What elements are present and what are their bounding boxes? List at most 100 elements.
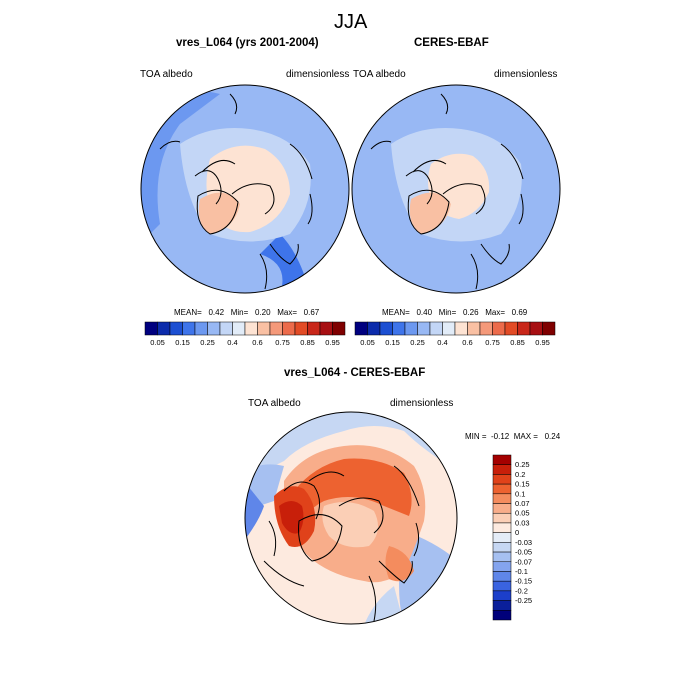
colorbar-swatch [492, 483, 512, 495]
panel1-right-label: dimensionless [286, 69, 350, 80]
colorbar-tick-label: 0.95 [535, 338, 550, 347]
colorbar-swatch [492, 551, 512, 563]
colorbar-swatch [417, 321, 431, 336]
panel2-left-label: TOA albedo [353, 69, 406, 80]
colorbar-tick-label: -0.15 [515, 577, 532, 586]
map-boundary [140, 84, 350, 294]
map-fill-band [322, 502, 378, 548]
colorbar-swatch [307, 321, 321, 336]
colorbar-swatch [492, 561, 512, 572]
colorbar-swatch [492, 512, 512, 524]
min-value: -0.12 [491, 432, 510, 441]
colorbar-swatch [404, 321, 418, 336]
coastline [194, 159, 275, 215]
colorbar-swatch [492, 590, 512, 601]
coastline [259, 243, 299, 290]
min-label: Min= [438, 308, 457, 317]
colorbar-tick-label: 0.15 [175, 338, 190, 347]
max-label: Max= [485, 308, 505, 317]
colorbar-tick-label: 0.05 [515, 509, 530, 518]
map-fill-band [294, 458, 412, 531]
colorbar-swatch [492, 503, 512, 514]
panel2-title: CERES-EBAF [414, 37, 489, 49]
colorbar-tick-label: 0.4 [227, 338, 237, 347]
panel1-stats: MEAN= 0.42 Min= 0.20 Max= 0.67 [174, 308, 319, 317]
coastline [500, 143, 524, 225]
panel2-stats: MEAN= 0.40 Min= 0.26 Max= 0.69 [382, 308, 527, 317]
colorbar-swatch [232, 321, 246, 336]
map-boundary [244, 411, 458, 625]
max-label: MAX = [513, 432, 538, 441]
colorbar-tick-label: 0.25 [515, 460, 530, 469]
coastline [368, 560, 413, 622]
colorbar-swatch [454, 321, 468, 336]
coastline [196, 189, 239, 235]
colorbar-tick-label: 0.05 [150, 338, 165, 347]
coastline [393, 465, 420, 557]
colorbar-swatch [194, 321, 208, 336]
coastline [289, 143, 313, 225]
colorbar-tick-label: 0.95 [325, 338, 340, 347]
main-title: JJA [334, 11, 368, 33]
colorbar-swatch [492, 464, 512, 475]
colorbar-tick-label: 0.2 [515, 470, 525, 479]
colorbar-tick-label: 0.85 [300, 338, 315, 347]
max-value: 0.69 [511, 308, 528, 317]
colorbar-swatch [392, 321, 406, 336]
colorbar-swatch [332, 321, 346, 336]
colorbar-swatch [219, 321, 233, 336]
colorbar-swatch [504, 321, 518, 336]
colorbar-swatch [517, 321, 531, 336]
colorbar-swatch [282, 321, 296, 336]
colorbar-tick-label: 0 [515, 528, 519, 537]
colorbar-swatch [379, 321, 393, 336]
colorbar-swatch [257, 321, 271, 336]
mean-value: 0.40 [416, 308, 433, 317]
colorbar-swatch [479, 321, 493, 336]
min-label: Min= [230, 308, 249, 317]
colorbar-swatch [442, 321, 456, 336]
colorbar-tick-label: 0.03 [515, 518, 530, 527]
colorbar-swatch [244, 321, 258, 336]
max-value: 0.24 [544, 432, 561, 441]
coastline [298, 514, 343, 562]
min-value: 0.20 [254, 308, 271, 317]
max-label: Max= [277, 308, 297, 317]
colorbar-swatch [157, 321, 171, 336]
colorbar-tick-label: 0.6 [252, 338, 262, 347]
max-value: 0.67 [303, 308, 320, 317]
mean-label: MEAN= [382, 308, 410, 317]
diff-stats: MIN = -0.12 MAX = 0.24 [465, 432, 560, 441]
colorbar-difference: 0.250.20.150.10.070.050.030-0.03-0.05-0.… [492, 454, 532, 621]
colorbar-tick-label: -0.07 [515, 557, 532, 566]
colorbar-swatch [367, 321, 381, 336]
colorbar-swatch [492, 493, 512, 504]
colorbar-tick-label: 0.05 [360, 338, 375, 347]
colorbar-swatch [492, 474, 512, 485]
colorbar-swatch [429, 321, 443, 336]
map-fill-band [245, 481, 264, 541]
panel2-right-label: dimensionless [494, 69, 558, 80]
polar-map-difference [244, 411, 458, 625]
colorbar-swatch [492, 321, 506, 336]
diff-left-label: TOA albedo [248, 398, 301, 409]
colorbar-swatch [492, 600, 512, 611]
colorbar-tick-label: -0.25 [515, 596, 532, 605]
min-value: 0.26 [462, 308, 479, 317]
colorbar-tick-label: 0.25 [410, 338, 425, 347]
mean-value: 0.42 [208, 308, 225, 317]
polar-map-ceres [351, 84, 561, 294]
colorbar-swatch [492, 532, 512, 543]
colorbar-tick-label: 0.85 [510, 338, 525, 347]
colorbar-tick-label: 0.07 [515, 499, 530, 508]
colorbar-swatch [319, 321, 333, 336]
panel1-left-label: TOA albedo [140, 69, 193, 80]
colorbar-swatch [492, 580, 512, 592]
colorbar-swatch [529, 321, 543, 336]
panel1-title: vres_L064 (yrs 2001-2004) [176, 37, 319, 49]
coastline [407, 189, 450, 235]
coastline [370, 93, 449, 150]
colorbar-tick-label: -0.1 [515, 567, 528, 576]
mean-label: MEAN= [174, 308, 202, 317]
polar-map-model [140, 84, 350, 294]
